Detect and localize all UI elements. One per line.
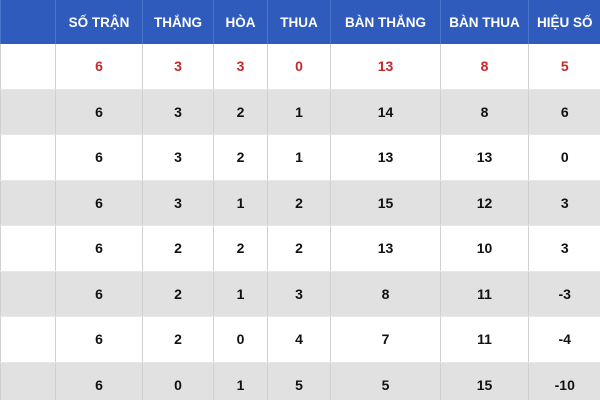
table-cell: 6 bbox=[55, 316, 143, 363]
table-cell: 3 bbox=[528, 225, 600, 272]
table-cell: 2 bbox=[213, 134, 268, 181]
table-cell: 3 bbox=[142, 44, 214, 90]
table-cell: 0 bbox=[142, 362, 214, 400]
table-cell: 3 bbox=[142, 134, 214, 181]
table-cell: 6 bbox=[528, 89, 600, 135]
header-cell: THẮNG bbox=[142, 0, 214, 44]
table-cell: 6 bbox=[55, 134, 143, 181]
table-cell: 13 bbox=[330, 44, 441, 90]
table-cell: 3 bbox=[213, 44, 268, 90]
table-cell: 2 bbox=[267, 225, 331, 272]
table-cell: 0 bbox=[528, 134, 600, 181]
table-cell: 1 bbox=[213, 180, 268, 226]
table-row: 6 3 3 0 13 8 5 bbox=[0, 44, 600, 90]
header-cell: BÀN THUA bbox=[440, 0, 529, 44]
blank-cell bbox=[0, 44, 56, 90]
header-cell bbox=[0, 0, 56, 44]
table-cell: 6 bbox=[55, 180, 143, 226]
table-cell: 8 bbox=[440, 89, 529, 135]
table-cell: 2 bbox=[142, 316, 214, 363]
blank-cell bbox=[0, 225, 56, 272]
table-cell: 11 bbox=[440, 271, 529, 317]
table-cell: 1 bbox=[267, 89, 331, 135]
table-cell: 15 bbox=[330, 180, 441, 226]
table-cell: 3 bbox=[142, 89, 214, 135]
table-cell: 5 bbox=[528, 44, 600, 90]
table-cell: -10 bbox=[528, 362, 600, 400]
table-cell: 6 bbox=[55, 89, 143, 135]
table-cell: 3 bbox=[528, 180, 600, 226]
table-cell: 6 bbox=[55, 44, 143, 90]
table-cell: 13 bbox=[440, 134, 529, 181]
table-cell: -4 bbox=[528, 316, 600, 363]
table-cell: 10 bbox=[440, 225, 529, 272]
table-row: 6 3 2 1 13 13 0 bbox=[0, 134, 600, 181]
table-body: 6 3 3 0 13 8 5 6 3 2 1 14 8 6 6 3 2 1 13 13 0 6 3 1 2 15 12 3 6 2 2 2 13… bbox=[0, 44, 600, 400]
table-row: 6 2 1 3 8 11 -3 bbox=[0, 271, 600, 317]
header-cell: SỐ TRẬN bbox=[55, 0, 143, 44]
table-cell: 5 bbox=[330, 362, 441, 400]
table-cell: 6 bbox=[55, 362, 143, 400]
table-cell: 8 bbox=[440, 44, 529, 90]
table-header: SỐ TRẬN THẮNG HÒA THUA BÀN THẮNG BÀN THUA HIỆU… bbox=[0, 0, 600, 44]
table-cell: 1 bbox=[213, 362, 268, 400]
header-row: SỐ TRẬN THẮNG HÒA THUA BÀN THẮNG BÀN THUA HIỆU… bbox=[0, 0, 600, 44]
table-cell: 13 bbox=[330, 134, 441, 181]
blank-cell bbox=[0, 316, 56, 363]
blank-cell bbox=[0, 134, 56, 181]
table-cell: 1 bbox=[267, 134, 331, 181]
table-cell: 2 bbox=[213, 89, 268, 135]
table-cell: 7 bbox=[330, 316, 441, 363]
table-cell: 0 bbox=[213, 316, 268, 363]
table-cell: 0 bbox=[267, 44, 331, 90]
table-row: 6 3 1 2 15 12 3 bbox=[0, 180, 600, 226]
table-cell: 5 bbox=[267, 362, 331, 400]
table-row: 6 2 2 2 13 10 3 bbox=[0, 225, 600, 272]
table-cell: 13 bbox=[330, 225, 441, 272]
table-cell: 14 bbox=[330, 89, 441, 135]
table-cell: 3 bbox=[142, 180, 214, 226]
table-cell: 11 bbox=[440, 316, 529, 363]
blank-cell bbox=[0, 362, 56, 400]
table-cell: 15 bbox=[440, 362, 529, 400]
table-cell: -3 bbox=[528, 271, 600, 317]
header-cell: HIỆU SỐ bbox=[528, 0, 600, 44]
table-row: 6 0 1 5 5 15 -10 bbox=[0, 362, 600, 400]
table-cell: 12 bbox=[440, 180, 529, 226]
table-cell: 3 bbox=[267, 271, 331, 317]
blank-cell bbox=[0, 180, 56, 226]
table-cell: 2 bbox=[213, 225, 268, 272]
table-cell: 2 bbox=[142, 271, 214, 317]
table-cell: 6 bbox=[55, 271, 143, 317]
blank-cell bbox=[0, 271, 56, 317]
table-cell: 2 bbox=[267, 180, 331, 226]
header-cell: BÀN THẮNG bbox=[330, 0, 441, 44]
blank-cell bbox=[0, 89, 56, 135]
table-cell: 8 bbox=[330, 271, 441, 317]
table-cell: 6 bbox=[55, 225, 143, 272]
table-cell: 4 bbox=[267, 316, 331, 363]
table-cell: 2 bbox=[142, 225, 214, 272]
table-row: 6 3 2 1 14 8 6 bbox=[0, 89, 600, 135]
table-row: 6 2 0 4 7 11 -4 bbox=[0, 316, 600, 363]
header-cell: HÒA bbox=[213, 0, 268, 44]
header-cell: THUA bbox=[267, 0, 331, 44]
table-cell: 1 bbox=[213, 271, 268, 317]
